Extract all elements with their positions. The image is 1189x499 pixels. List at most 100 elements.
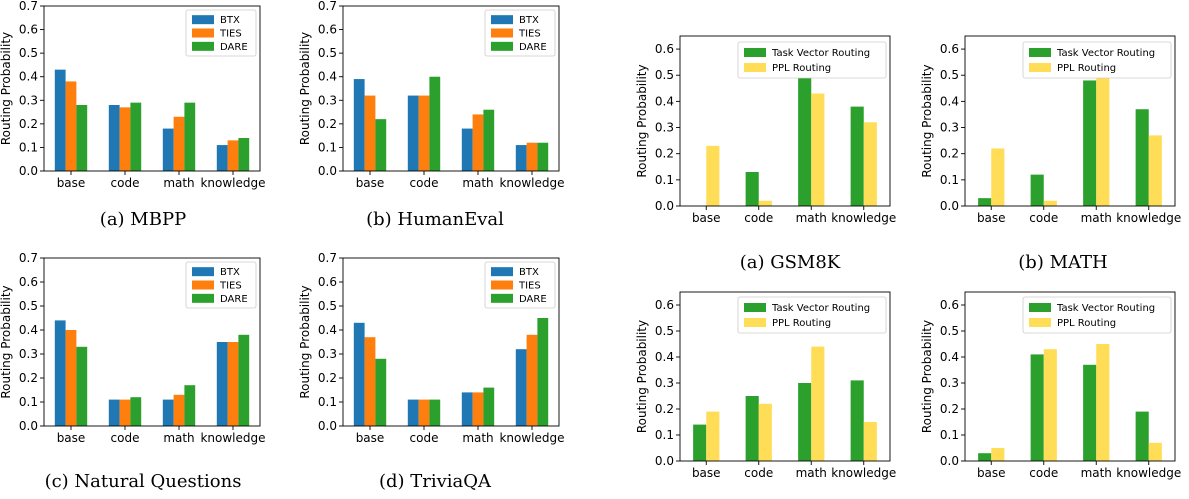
y-tick-label: 0.1	[318, 140, 337, 154]
x-tick-label-code: code	[744, 466, 773, 480]
y-tick-label: 0.3	[940, 376, 959, 390]
legend-label-ppl-routing: PPL Routing	[772, 318, 831, 329]
x-tick-label-base: base	[356, 431, 385, 445]
bar-math-task-vector-routing	[798, 77, 812, 206]
legend-label-ties: TIES	[219, 29, 242, 40]
y-axis-label: Routing Probability	[298, 32, 312, 145]
legend-label-dare: DARE	[220, 294, 248, 305]
chart-panel-2: 0.0 0.1 0.2 0.3 0.4 0.5 0.6 0.7 base code math know…	[0, 251, 266, 492]
bar-math-btx	[162, 399, 174, 426]
legend-swatch-ppl-routing	[1029, 63, 1051, 72]
legend: Task Vector Routing PPL Routing	[1022, 41, 1172, 79]
bar-code-btx	[108, 105, 120, 171]
legend-label-ppl-routing: PPL Routing	[772, 63, 831, 74]
bar-base-btx	[353, 322, 365, 426]
bar-knowledge-btx	[515, 349, 527, 426]
bar-knowledge-ties	[227, 140, 239, 171]
bar-base-ppl-routing	[706, 411, 720, 461]
y-tick-label: 0.3	[318, 93, 337, 107]
y-tick-label: 0.3	[19, 93, 38, 107]
bar-base-dare	[76, 105, 88, 171]
legend-swatch-dare	[491, 293, 513, 303]
legend-box	[1022, 41, 1172, 79]
bar-knowledge-dare	[537, 318, 549, 426]
y-tick-label: 0.1	[655, 173, 674, 187]
x-tick-label-knowledge: knowledge	[499, 431, 564, 445]
y-tick-label: 0.5	[318, 46, 337, 60]
x-tick-label-base: base	[57, 431, 86, 445]
legend-label-dare: DARE	[519, 42, 547, 53]
y-tick-label: 0.4	[318, 323, 337, 337]
x-tick-label-code: code	[1029, 466, 1058, 480]
y-tick-label: 0.4	[655, 350, 674, 364]
legend-swatch-ppl-routing	[744, 318, 766, 327]
bar-math-btx	[162, 128, 174, 171]
bar-math-btx	[461, 128, 473, 171]
legend: BTX TIES DARE	[185, 9, 257, 57]
bar-math-ties	[472, 392, 484, 426]
bar-knowledge-dare	[238, 334, 250, 426]
legend-swatch-ties	[192, 28, 214, 38]
legend-swatch-task-vector-routing	[1029, 48, 1051, 57]
x-tick-label-base: base	[692, 466, 721, 480]
x-tick-label-knowledge: knowledge	[499, 176, 564, 190]
y-tick-label: 0.4	[940, 350, 959, 364]
legend-label-dare: DARE	[220, 42, 248, 53]
bar-knowledge-dare	[537, 142, 549, 171]
panel-caption: (a) GSM8K	[740, 252, 841, 273]
y-tick-label: 0.3	[318, 347, 337, 361]
y-tick-label: 0.5	[19, 299, 38, 313]
bar-code-btx	[108, 399, 120, 426]
bar-base-task-vector-routing	[978, 198, 992, 206]
y-tick-label: 0.0	[318, 164, 337, 178]
y-tick-label: 0.6	[318, 275, 337, 289]
plot-frame	[964, 35, 1176, 207]
y-tick-label: 0.3	[655, 121, 674, 135]
bar-base-dare	[375, 358, 387, 426]
legend-swatch-ties	[491, 28, 513, 38]
y-tick-label: 0.4	[940, 94, 959, 108]
x-tick-label-math: math	[796, 211, 827, 225]
y-axis-label: Routing Probability	[635, 64, 649, 177]
bar-math-task-vector-routing	[1083, 364, 1097, 461]
y-axis-label: Routing Probability	[920, 64, 934, 177]
plot-frame	[679, 35, 891, 207]
bar-knowledge-ties	[227, 342, 239, 426]
y-axis-label: Routing Probability	[0, 32, 13, 145]
y-tick-label: 0.0	[655, 454, 674, 468]
y-tick-label: 0.2	[19, 371, 38, 385]
legend: Task Vector Routing PPL Routing	[737, 41, 887, 79]
bar-knowledge-btx	[216, 342, 228, 426]
bar-base-dare	[375, 119, 387, 171]
x-tick-label-math: math	[163, 176, 194, 190]
y-tick-label: 0.3	[940, 121, 959, 135]
panel-caption: (a) MBPP	[100, 209, 186, 230]
panel-caption: (c) Natural Questions	[45, 471, 242, 492]
y-tick-label: 0.0	[19, 164, 38, 178]
legend-swatch-btx	[491, 267, 513, 277]
legend-swatch-dare	[192, 293, 214, 303]
legend: BTX TIES DARE	[484, 9, 556, 57]
legend-label-btx: BTX	[519, 15, 539, 26]
bar-knowledge-ppl-routing	[1148, 135, 1162, 206]
y-tick-label: 0.2	[655, 402, 674, 416]
chart-panel-5: 0.0 0.1 0.2 0.3 0.4 0.5 0.6 base code math knowled…	[920, 35, 1181, 273]
y-tick-label: 0.7	[19, 251, 38, 265]
y-tick-label: 0.1	[19, 395, 38, 409]
legend-swatch-task-vector-routing	[1029, 303, 1051, 312]
y-tick-label: 0.2	[318, 371, 337, 385]
bar-knowledge-dare	[238, 138, 250, 171]
y-tick-label: 0.5	[318, 299, 337, 313]
plot-frame	[964, 291, 1176, 462]
bar-knowledge-task-vector-routing	[1135, 109, 1149, 206]
y-tick-label: 0.5	[19, 46, 38, 60]
y-tick-label: 0.6	[19, 23, 38, 37]
legend-label-ppl-routing: PPL Routing	[1057, 318, 1116, 329]
bar-knowledge-ties	[526, 334, 538, 426]
x-tick-label-code: code	[410, 176, 439, 190]
y-tick-label: 0.3	[19, 347, 38, 361]
legend-label-btx: BTX	[220, 267, 240, 278]
y-tick-label: 0.4	[19, 323, 38, 337]
y-tick-label: 0.5	[940, 324, 959, 338]
x-tick-label-code: code	[111, 431, 140, 445]
